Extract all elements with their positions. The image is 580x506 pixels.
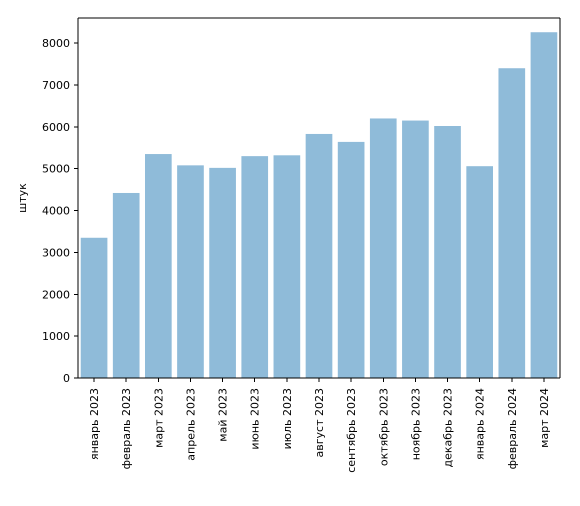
bar [274,155,301,378]
y-tick-label: 8000 [42,37,70,50]
bar [209,168,236,378]
x-tick-label: июль 2023 [281,388,294,449]
y-axis-title: штук [16,183,29,213]
bar [466,166,493,378]
x-tick-label: декабрь 2023 [442,388,455,468]
bar [370,118,397,378]
bar [113,193,140,378]
y-tick-label: 3000 [42,246,70,259]
bar [338,142,365,378]
bar [145,154,172,378]
bar [241,156,268,378]
y-tick-label: 7000 [42,79,70,92]
x-tick-label: август 2023 [313,388,326,457]
x-tick-label: июнь 2023 [249,388,262,450]
bar-chart: 0 1000 2000 3000 4000 5000 6000 7000 8000 январь … [0,0,580,506]
x-tick-label: февраль 2024 [506,388,519,469]
bar [306,134,333,378]
x-tick-label: октябрь 2023 [377,388,390,466]
bar [177,165,204,378]
bar [434,126,461,378]
bar [81,238,108,378]
y-tick-label: 5000 [42,163,70,176]
x-tick-label: ноябрь 2023 [409,388,422,460]
x-tick-label: май 2023 [217,388,230,442]
x-tick-label: февраль 2023 [120,388,133,469]
x-tick-label: январь 2023 [88,388,101,460]
y-tick-label: 1000 [42,330,70,343]
y-tick-label: 2000 [42,288,70,301]
chart-svg: 0 1000 2000 3000 4000 5000 6000 7000 8000 январь … [0,0,580,506]
y-tick-label: 4000 [42,205,70,218]
y-tick-label: 0 [63,372,70,385]
x-tick-label: апрель 2023 [184,388,197,461]
bar [402,121,429,378]
x-tick-label: март 2023 [152,388,165,448]
bar [531,32,558,378]
x-tick-label: январь 2024 [474,388,487,460]
y-tick-label: 6000 [42,121,70,134]
x-tick-label: март 2024 [538,388,551,448]
bar [498,68,525,378]
x-tick-label: сентябрь 2023 [345,388,358,473]
